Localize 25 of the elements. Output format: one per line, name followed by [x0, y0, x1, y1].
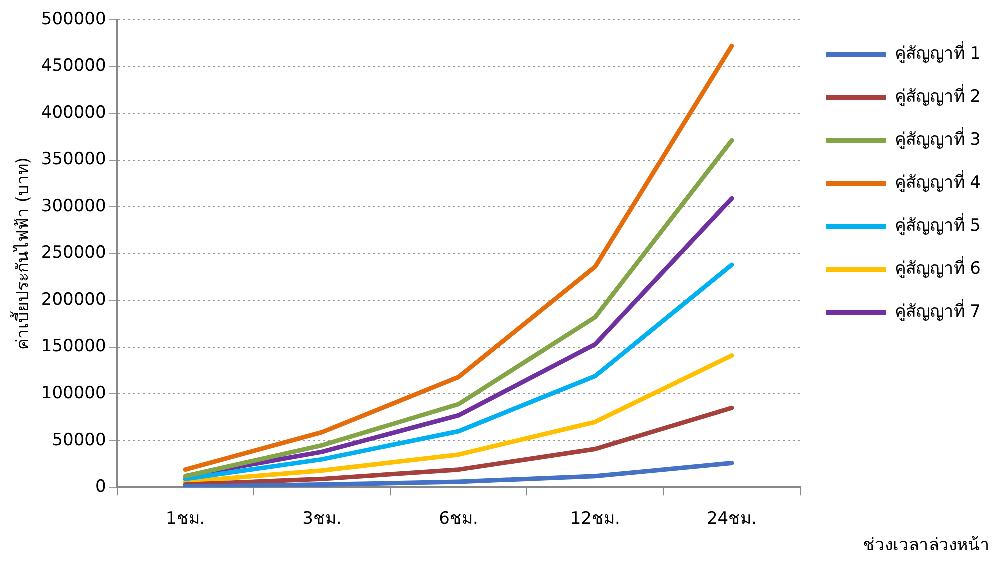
y-tick-label: 50000 [52, 430, 106, 450]
legend-label: คู่สัญญาที่ 2 [894, 84, 982, 107]
y-tick-label: 0 [95, 477, 106, 498]
x-tick-label: 6ชม. [439, 509, 478, 530]
legend-label: คู่สัญญาที่ 6 [894, 256, 982, 279]
legend-label: คู่สัญญาที่ 1 [894, 40, 982, 64]
y-tick-label: 350000 [41, 150, 106, 170]
y-tick-label: 400000 [41, 102, 106, 123]
x-tick-label: 1ชม. [166, 509, 206, 530]
y-tick-label: 450000 [41, 56, 106, 76]
x-tick-label: 24ชม. [706, 509, 758, 530]
x-axis-title: ช่วงเวลาล่วงหน้า [863, 535, 990, 556]
legend-label: คู่สัญญาที่ 3 [894, 126, 982, 150]
y-tick-label: 100000 [41, 384, 106, 404]
legend-label: คู่สัญญาที่ 7 [894, 298, 982, 322]
y-axis-title: ค่าเบี้ยประกันไฟฟ้า (บาท) [10, 157, 34, 350]
y-tick-label: 500000 [41, 9, 106, 30]
legend-label: คู่สัญญาที่ 4 [894, 170, 982, 193]
x-tick-label: 12ชม. [570, 509, 620, 530]
y-tick-label: 150000 [41, 336, 106, 357]
y-tick-label: 300000 [41, 196, 106, 216]
y-tick-label: 200000 [41, 290, 106, 310]
x-tick-label: 3ชม. [302, 509, 342, 530]
legend-label: คู่สัญญาที่ 5 [894, 212, 982, 236]
y-tick-label: 250000 [41, 243, 106, 264]
